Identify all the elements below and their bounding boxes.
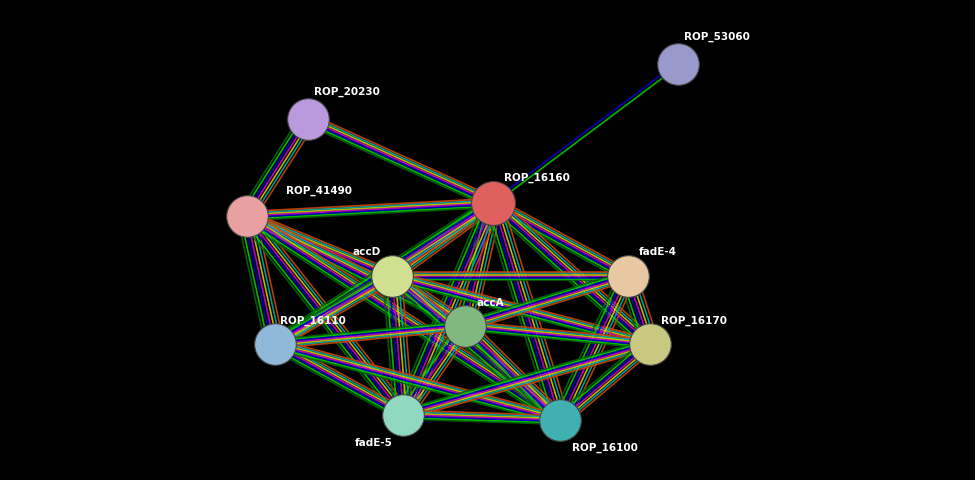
Text: ROP_53060: ROP_53060 — [683, 32, 750, 42]
Text: ROP_16170: ROP_16170 — [661, 315, 727, 325]
Point — [384, 273, 400, 280]
Point — [643, 340, 658, 348]
Text: accD: accD — [353, 247, 381, 257]
Text: ROP_41490: ROP_41490 — [286, 185, 352, 196]
Text: ROP_20230: ROP_20230 — [314, 86, 379, 96]
Point — [553, 416, 568, 424]
Point — [486, 200, 501, 207]
Point — [300, 116, 316, 124]
Text: accA: accA — [477, 297, 504, 307]
Point — [267, 340, 283, 348]
Point — [670, 61, 685, 69]
Text: ROP_16100: ROP_16100 — [571, 442, 638, 452]
Text: fadE-5: fadE-5 — [354, 437, 392, 447]
Text: ROP_16110: ROP_16110 — [280, 315, 346, 325]
Text: ROP_16160: ROP_16160 — [504, 172, 570, 182]
Point — [457, 322, 473, 330]
Text: fadE-4: fadE-4 — [639, 247, 677, 257]
Point — [620, 273, 636, 280]
Point — [396, 411, 411, 419]
Point — [239, 213, 254, 220]
